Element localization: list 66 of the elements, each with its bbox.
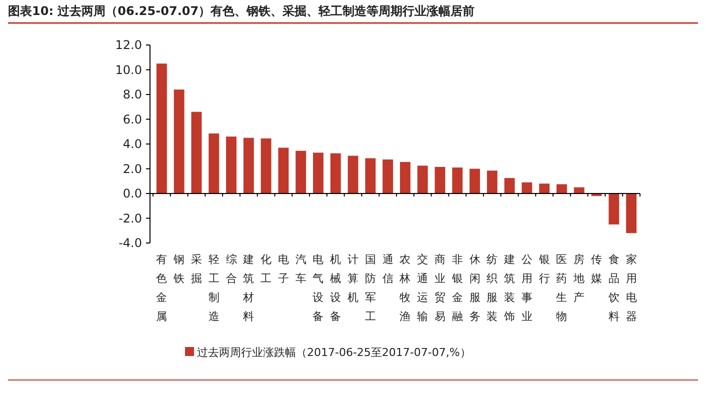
y-tick-label: 2.0 — [122, 162, 142, 176]
bar — [191, 112, 202, 194]
x-tick-label: 纺织服装 — [486, 253, 498, 323]
chart-title: 图表10: 过去两周（06.25-07.07）有色、钢铁、采掘、轻工制造等周期行业涨幅居前 — [8, 4, 475, 18]
bar — [504, 178, 515, 194]
y-tick-label: -2.0 — [118, 211, 142, 226]
x-tick-label: 机械设备 — [330, 253, 342, 323]
x-tick-label: 化工 — [260, 253, 272, 285]
x-tick-label: 食品饮料 — [607, 253, 620, 323]
x-tick-label: 家用电器 — [626, 253, 637, 323]
bar — [226, 136, 236, 194]
x-tick-label: 钢铁 — [172, 253, 185, 285]
legend-label: 过去两周行业涨跌幅（2017-06-25至2017-07-07,%） — [197, 346, 471, 359]
bar — [348, 156, 358, 194]
bar — [556, 184, 567, 194]
x-tick-label: 建筑材料 — [242, 253, 254, 323]
bar — [574, 187, 584, 194]
bar — [330, 153, 341, 194]
y-tick-label: 6.0 — [122, 112, 142, 126]
x-tick-label: 有色金属 — [156, 253, 168, 323]
x-tick-label: 医药生物 — [556, 253, 568, 323]
y-tick-label: 12.0 — [115, 38, 142, 52]
bar — [434, 166, 446, 194]
bar — [208, 133, 220, 194]
x-tick-label: 综合 — [226, 253, 237, 285]
x-tick-label: 计算机 — [348, 253, 359, 304]
bar — [470, 168, 480, 194]
x-tick-label: 轻工制造 — [208, 253, 220, 323]
bar — [313, 152, 324, 194]
bar — [174, 90, 184, 194]
bar — [400, 162, 410, 194]
bar — [296, 150, 306, 194]
x-tick-label: 传媒 — [591, 253, 602, 285]
y-tick-label: 4.0 — [122, 137, 142, 152]
y-tick-label: 10.0 — [115, 62, 142, 77]
bar — [260, 138, 272, 194]
x-tick-label: 公用事业 — [521, 253, 532, 323]
bar — [539, 184, 550, 194]
x-tick-label: 通信 — [382, 253, 394, 285]
bar — [608, 194, 620, 224]
x-tick-label: 商业贸易 — [434, 253, 446, 323]
bar — [452, 168, 463, 194]
bar — [243, 138, 254, 194]
bar — [486, 170, 498, 194]
bar — [382, 159, 394, 194]
x-tick-label: 交通运输 — [417, 253, 428, 323]
x-tick-label: 建筑装饰 — [503, 253, 516, 323]
bar — [156, 64, 167, 194]
bar — [365, 158, 376, 194]
x-tick-label: 房地产 — [572, 253, 585, 304]
bar — [522, 182, 532, 194]
x-tick-label: 休闲服务 — [469, 253, 480, 323]
y-tick-label: 8.0 — [122, 88, 142, 102]
x-tick-label: 非银金融 — [450, 253, 463, 323]
x-tick-label: 电气设备 — [312, 253, 324, 323]
y-tick-label: -4.0 — [118, 236, 142, 250]
x-tick-label: 电子 — [278, 253, 289, 285]
bar — [417, 166, 428, 194]
bar — [278, 148, 289, 194]
x-tick-label: 采掘 — [190, 253, 202, 285]
bar — [626, 194, 637, 234]
y-tick-label: 0.0 — [122, 186, 142, 201]
x-tick-label: 银行 — [538, 253, 550, 285]
x-tick-label: 农林牧渔 — [398, 253, 411, 323]
x-tick-label: 国防军工 — [364, 253, 376, 323]
x-tick-label: 汽车 — [295, 253, 306, 285]
